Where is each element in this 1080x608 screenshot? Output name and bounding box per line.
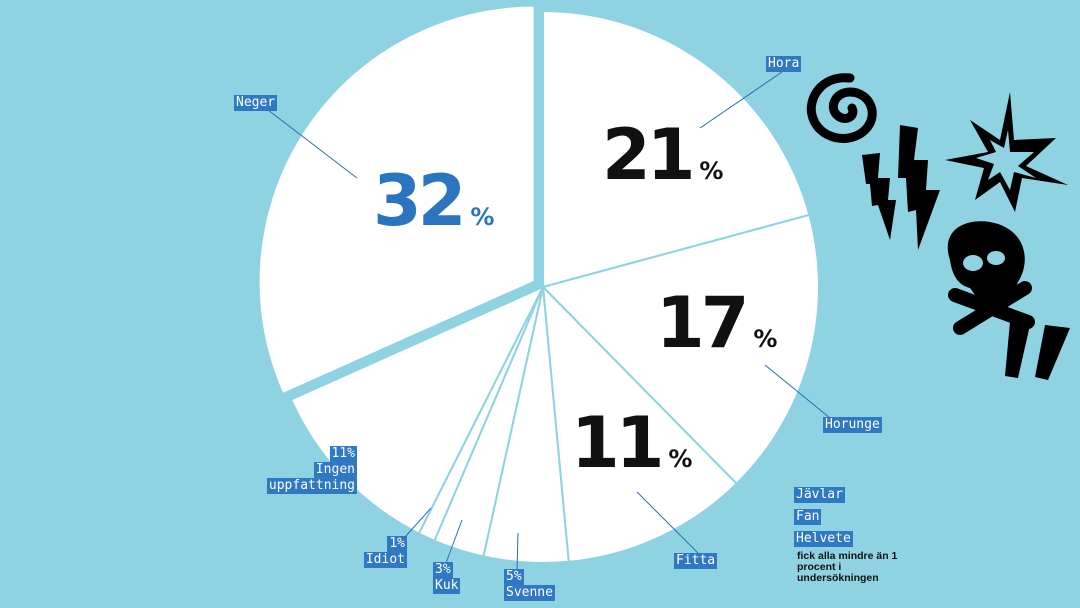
spiral-icon [806, 73, 877, 143]
value-label-horunge: 17% [656, 282, 778, 364]
label-idiot: 1% Idiot [363, 536, 407, 568]
pie-slice-neger [257, 4, 536, 396]
pie-slice-hora [542, 9, 811, 289]
leader-line-hora [699, 71, 783, 129]
minor-label-fan: Fan [794, 509, 822, 525]
quote-marks-icon [1005, 322, 1070, 380]
minor-categories: Jävlar Fan Helvete [794, 487, 853, 553]
minor-label-helvete: Helvete [794, 531, 853, 547]
value-label-neger: 32% [373, 160, 495, 242]
leader-line-fitta [636, 491, 699, 554]
lightning-icon [862, 125, 940, 250]
leader-lines [267, 71, 831, 571]
label-fitta: Fitta [674, 553, 718, 569]
decorative-icons [806, 73, 1070, 380]
skull-crossbones-icon [947, 221, 1035, 335]
pie-slice-horunge [541, 213, 820, 486]
leader-line-horunge [764, 364, 831, 419]
label-horunge: Horunge [823, 417, 882, 433]
pie-slice-fitta [541, 284, 739, 563]
value-label-hora: 21% [602, 114, 724, 196]
label-svenne: 5% Svenne [504, 569, 555, 601]
label-hora: Hora [766, 56, 802, 72]
leader-line-neger [267, 109, 358, 179]
label-kuk: 3% Kuk [433, 562, 461, 594]
explosion-icon [945, 92, 1068, 212]
minor-label-javlar: Jävlar [794, 487, 845, 503]
leader-line-idiot [404, 507, 432, 538]
label-ingen-uppfattning: 11% Ingen uppfattning [266, 446, 357, 494]
label-neger: Neger [234, 95, 278, 111]
footnote: fick alla mindre än 1 procent i undersök… [797, 550, 898, 584]
value-label-fitta: 11% [571, 402, 693, 484]
leader-line-kuk [445, 519, 463, 564]
leader-line-svenne [516, 532, 519, 571]
